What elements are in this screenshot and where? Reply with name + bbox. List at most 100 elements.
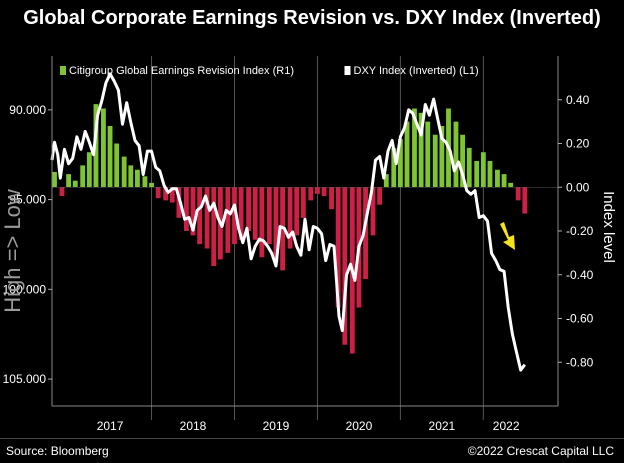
right-tick-label: 0.00	[566, 180, 590, 194]
legend: Citigroup Global Earnings Revision Index…	[60, 65, 479, 77]
left-axis-ticks: 90.000 95.000 100.000 105.000	[3, 103, 52, 386]
revision-bar	[66, 174, 71, 188]
revision-bar	[101, 108, 106, 188]
dxy-line	[50, 72, 526, 372]
revision-bar	[487, 161, 493, 188]
revision-bar	[370, 187, 376, 236]
revision-bar	[149, 182, 154, 188]
footer: Source: Bloomberg ©2022 Crescat Capital …	[0, 438, 624, 463]
year-separators	[151, 56, 484, 420]
revision-bar	[80, 165, 86, 188]
revision-bar	[211, 187, 217, 266]
revision-bar	[383, 174, 389, 188]
revision-bar	[342, 187, 348, 345]
revision-bar	[480, 152, 486, 188]
revision-bar	[335, 187, 341, 308]
revision-bar	[404, 121, 410, 188]
dxy-line-group	[50, 72, 526, 372]
revision-bar	[59, 187, 65, 196]
revision-bar	[432, 134, 438, 188]
x-tick-label: 2020	[346, 419, 373, 433]
revision-bar	[315, 187, 320, 194]
right-tick-label: -0.20	[566, 224, 594, 238]
left-axis-title: High => Low	[0, 189, 25, 313]
x-tick-label: 2021	[429, 419, 456, 433]
right-tick-label: -0.80	[566, 355, 594, 369]
revision-bar	[294, 187, 300, 236]
revision-bar	[474, 161, 480, 188]
revision-bar	[412, 108, 417, 188]
x-tick-label: 2022	[493, 419, 520, 433]
revision-bar	[273, 187, 279, 262]
revision-bar	[466, 147, 472, 188]
revision-bar	[183, 187, 189, 231]
left-tick-label: 95.000	[9, 193, 46, 207]
revision-bar	[252, 187, 258, 240]
right-tick-label: 0.40	[566, 93, 590, 107]
revision-bar	[266, 187, 272, 245]
revision-bar	[321, 187, 327, 196]
revision-bar	[93, 104, 99, 188]
revision-bar	[246, 187, 252, 231]
legend-swatch	[344, 66, 351, 75]
right-tick-label: -0.60	[566, 312, 594, 326]
revision-bar	[259, 187, 265, 258]
revision-bar	[128, 165, 134, 188]
chart-title: Global Corporate Earnings Revision vs. D…	[23, 7, 601, 29]
revision-bar	[197, 187, 203, 245]
revision-bar	[238, 187, 244, 240]
revision-bar	[453, 121, 459, 188]
source-note: Source: Bloomberg	[6, 444, 109, 458]
revision-bar	[515, 187, 521, 201]
revision-bar	[308, 187, 314, 201]
revision-bar	[163, 187, 169, 201]
x-axis-ticks: 2017 2018 2019 2020 2021 2022	[97, 419, 520, 433]
revision-bar	[135, 169, 140, 188]
revision-bar	[508, 182, 514, 188]
revision-bar	[522, 187, 528, 214]
revision-bar	[204, 187, 210, 249]
down-arrow-icon	[500, 222, 515, 250]
revision-bar	[86, 152, 92, 188]
revision-bar	[142, 176, 148, 188]
annotations	[500, 222, 515, 250]
revision-bar	[107, 126, 113, 188]
revision-bar	[114, 143, 120, 188]
x-tick-label: 2019	[263, 419, 290, 433]
revision-bar	[52, 171, 57, 188]
copyright-note: ©2022 Crescat Capital LLC	[467, 444, 614, 458]
revision-bar	[190, 187, 196, 236]
revision-bar	[287, 187, 293, 249]
revision-bar	[425, 121, 431, 188]
right-tick-label: -0.40	[566, 268, 594, 282]
right-axis-title: Index level	[600, 191, 617, 263]
revision-bar	[232, 187, 237, 245]
revision-bar	[329, 187, 334, 210]
x-tick-label: 2017	[97, 419, 124, 433]
left-tick-label: 105.000	[3, 372, 47, 386]
left-tick-label: 90.000	[9, 103, 46, 117]
revision-bar	[72, 180, 78, 188]
axis-titles: High => Low Index level	[0, 189, 617, 313]
legend-label: DXY Index (Inverted) (L1)	[354, 65, 479, 77]
revision-bar	[501, 174, 507, 188]
right-tick-label: 0.20	[566, 137, 590, 151]
legend-swatch	[60, 66, 66, 75]
revision-bar	[418, 112, 424, 188]
chart-plot: 90.000 95.000 100.000 105.000 0.40 0.20 0.00 -…	[0, 56, 617, 433]
revision-bar	[439, 126, 445, 188]
revision-bar	[495, 169, 500, 188]
revision-bar	[121, 156, 127, 188]
legend-label: Citigroup Global Earnings Revision Index…	[69, 65, 294, 77]
revision-bar	[300, 187, 306, 218]
revision-bar	[169, 187, 175, 203]
revision-bar	[155, 187, 161, 199]
revision-bar	[460, 134, 466, 188]
left-tick-label: 100.000	[3, 282, 47, 296]
right-axis-ticks: 0.40 0.20 0.00 -0.20 -0.40 -0.60 -0.80	[558, 93, 594, 369]
x-tick-label: 2018	[180, 419, 207, 433]
revision-bar	[391, 147, 397, 188]
revision-bar	[225, 187, 231, 253]
revision-bar	[363, 187, 368, 280]
revision-bar	[397, 139, 403, 188]
